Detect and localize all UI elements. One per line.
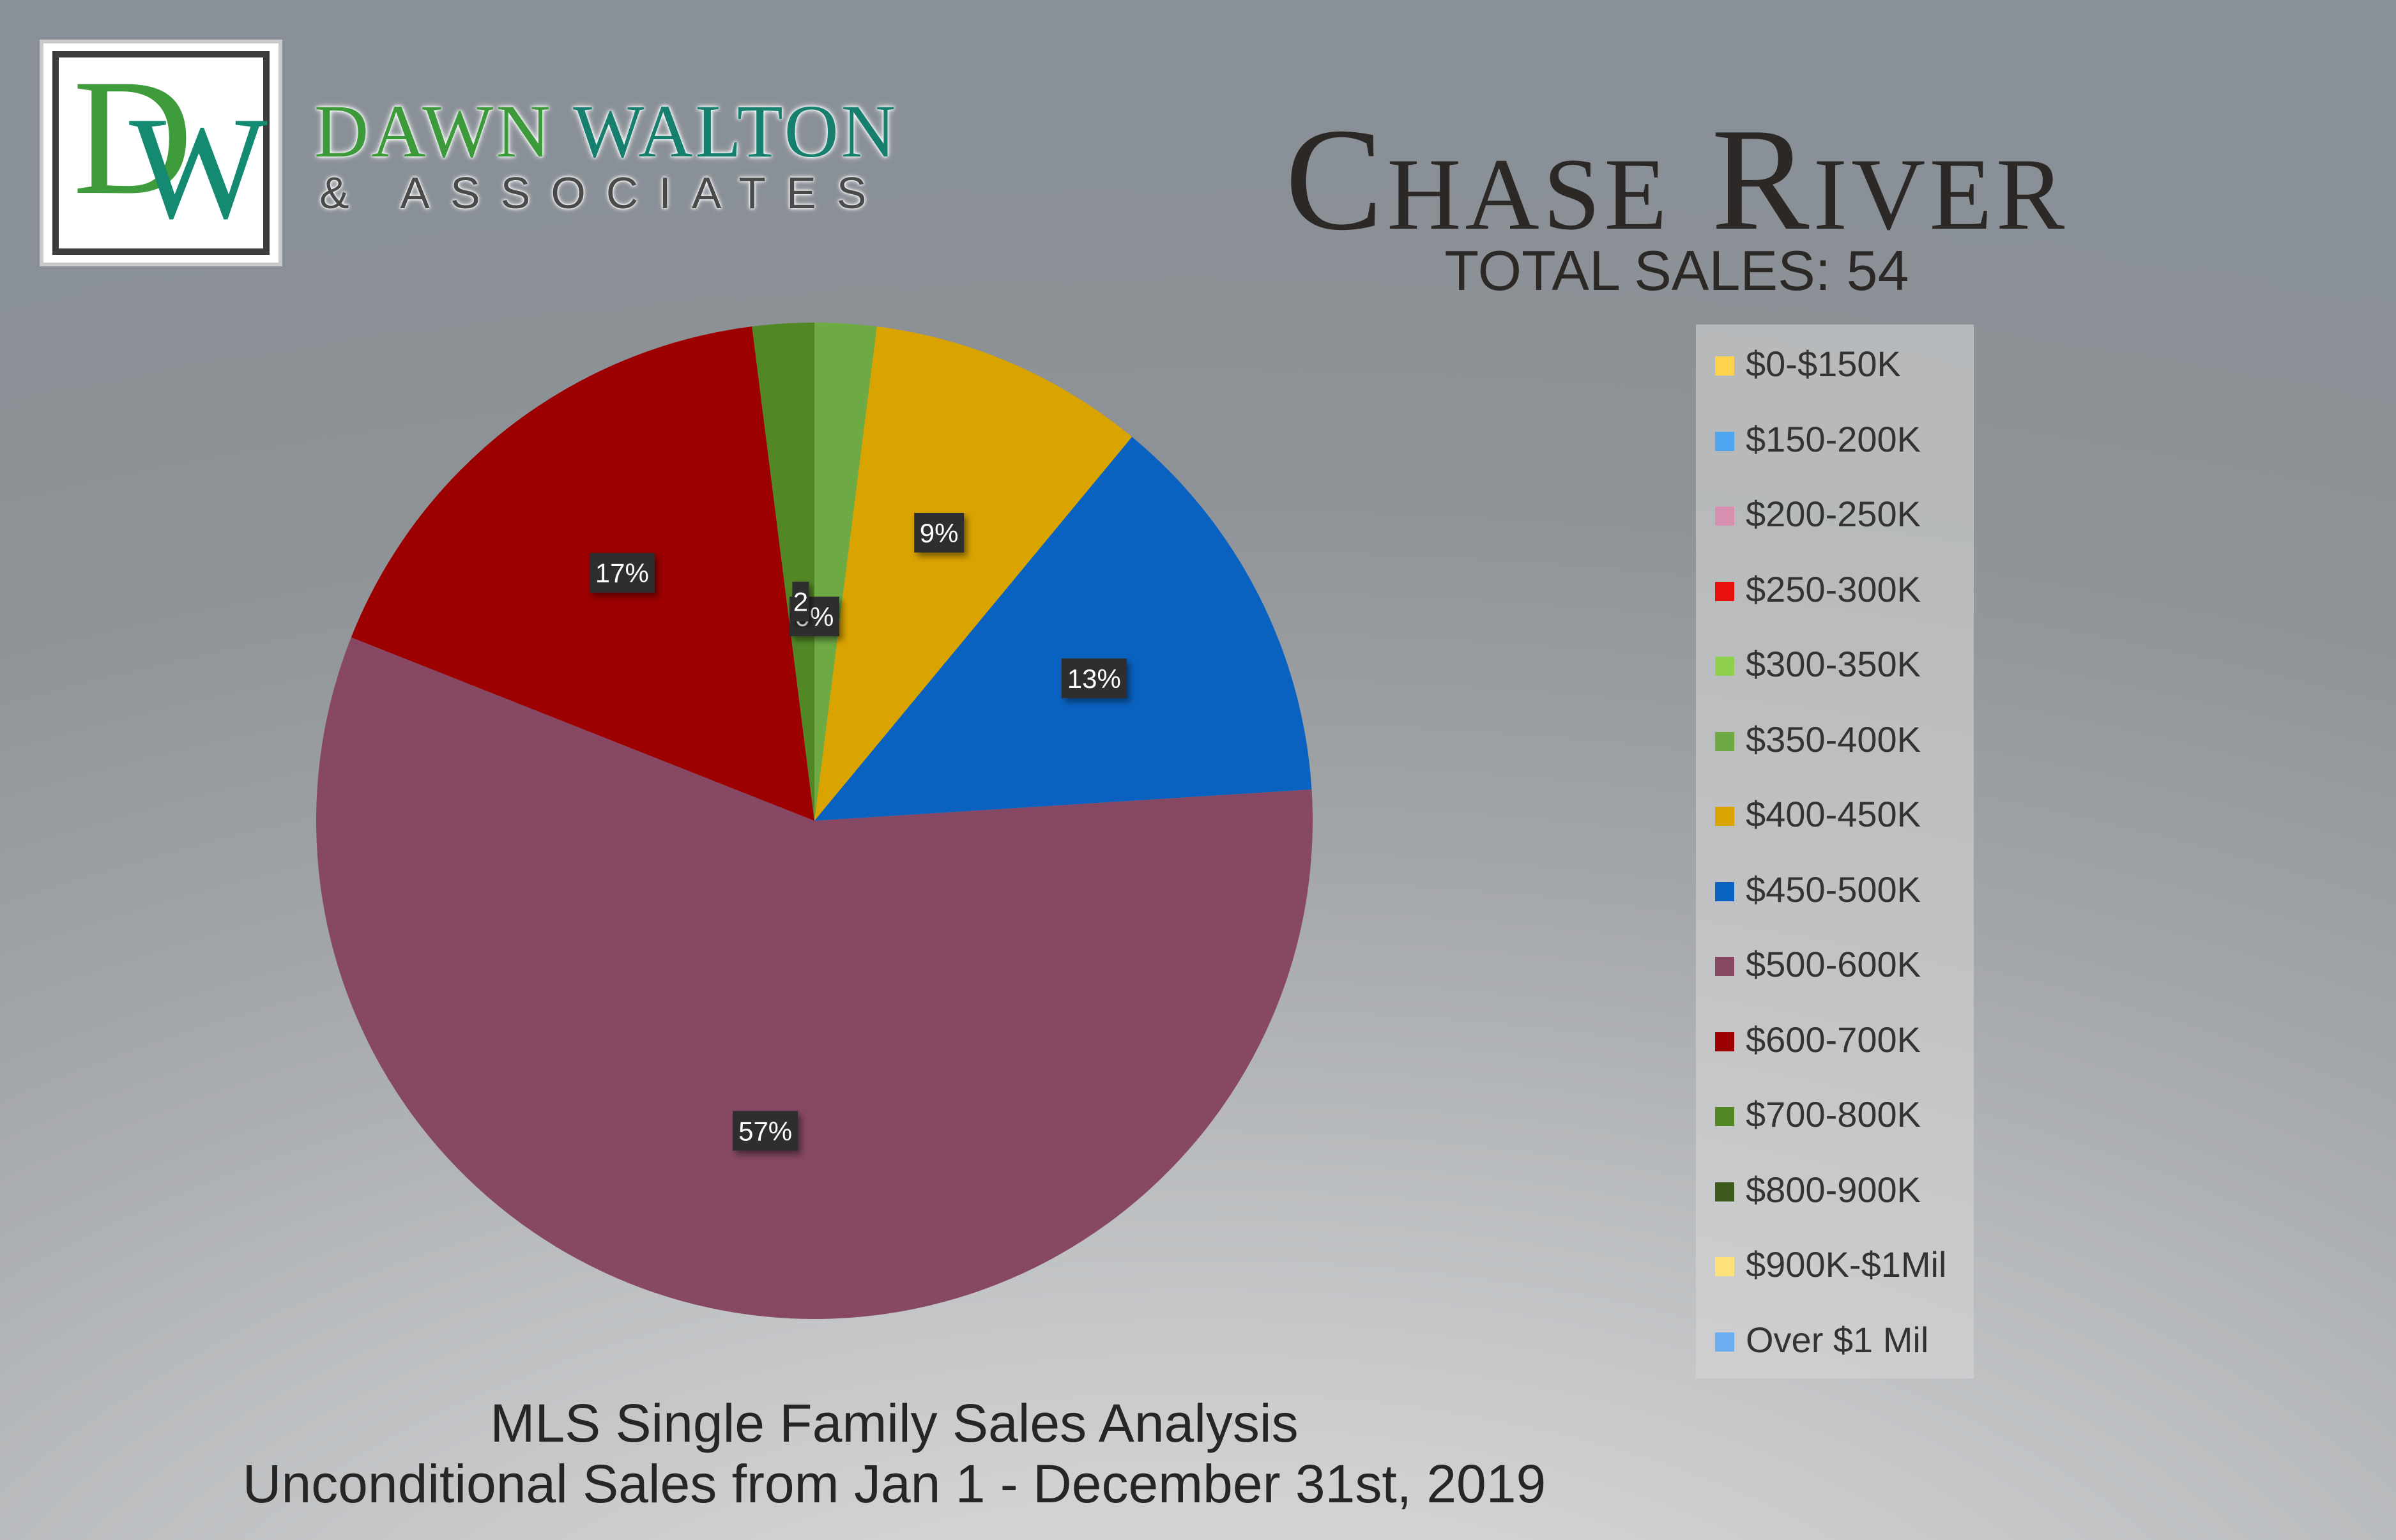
pie-slice-450-500k [814, 436, 1312, 821]
legend-swatch [1715, 507, 1734, 526]
legend-label: $350-400K [1746, 719, 1921, 759]
legend-label: $150-200K [1746, 418, 1921, 459]
legend-swatch [1715, 581, 1734, 601]
legend-swatch [1715, 957, 1734, 976]
legend-label: $900K-$1Mil [1746, 1244, 1947, 1285]
legend-label: $600-700K [1746, 1019, 1921, 1060]
pie-slices [316, 323, 1313, 1320]
svg-text:17%: 17% [595, 558, 649, 588]
brand-name-last: WALTON [572, 89, 899, 173]
footer-title: MLS Single Family Sales Analysis [490, 1393, 1299, 1453]
legend-swatch [1715, 1032, 1734, 1051]
pie-data-label-450-500k: 13% [1061, 658, 1127, 698]
legend-swatch [1715, 1182, 1734, 1201]
legend-swatch [1715, 657, 1734, 676]
legend-label: $0-$150K [1746, 344, 1901, 384]
brand-logo-letter-d: D [73, 45, 193, 229]
brand-tagline: & ASSOCIATES [319, 168, 887, 218]
legend-swatch [1715, 431, 1734, 451]
pie-slice-400-450k [814, 326, 1133, 821]
brand-name: DAWN WALTON [314, 88, 898, 175]
pie-data-labels: 0%9%13%57%17%2 [589, 513, 1127, 1151]
pie-slice-600-700k [351, 326, 814, 821]
legend-label: $250-300K [1746, 568, 1921, 609]
legend-swatch [1715, 1332, 1734, 1352]
chart-subtitle: TOTAL SALES: 54 [1444, 239, 1909, 302]
pie-slice-500-600k [316, 637, 1313, 1320]
legend-label: $400-450K [1746, 794, 1921, 834]
brand-logo-frame: D W [52, 45, 270, 255]
legend-swatch [1715, 731, 1734, 751]
svg-text:57%: 57% [738, 1116, 792, 1146]
legend-label: $500-600K [1746, 944, 1921, 984]
pie-data-label-700-800k: 2 [792, 581, 809, 621]
legend-swatch [1715, 807, 1734, 826]
legend-swatch [1715, 1257, 1734, 1276]
legend-swatch [1715, 1107, 1734, 1126]
brand-logo: D W [40, 40, 282, 266]
svg-text:13%: 13% [1067, 664, 1121, 694]
legend-swatch [1715, 356, 1734, 376]
pie-slice-350-400k [814, 323, 877, 821]
brand-name-first: DAWN [314, 89, 573, 173]
legend-label: $800-900K [1746, 1169, 1921, 1210]
legend-swatch [1715, 881, 1734, 901]
footer-date-range: Unconditional Sales from Jan 1 - Decembe… [242, 1454, 1546, 1514]
pie-data-label-400-450k: 9% [914, 513, 965, 553]
legend-label: $300-350K [1746, 644, 1921, 684]
legend-label: Over $1 Mil [1746, 1319, 1929, 1360]
svg-text:2: 2 [793, 587, 808, 617]
pie-slice-700-800k [752, 323, 814, 821]
svg-text:9%: 9% [920, 518, 959, 548]
chart-legend: $0-$150K $150-200K $200-250K $250-300K $300-… [1696, 324, 1974, 1378]
brand-logo-letter-w: W [129, 86, 268, 249]
legend-label: $450-500K [1746, 869, 1921, 910]
pie-data-label-500-600k: 57% [733, 1111, 798, 1151]
chart-title: Chase River [1285, 98, 2069, 261]
legend-label: $200-250K [1746, 494, 1921, 534]
pie-data-label-600-700k: 17% [589, 553, 655, 593]
legend-label: $700-800K [1746, 1094, 1921, 1134]
